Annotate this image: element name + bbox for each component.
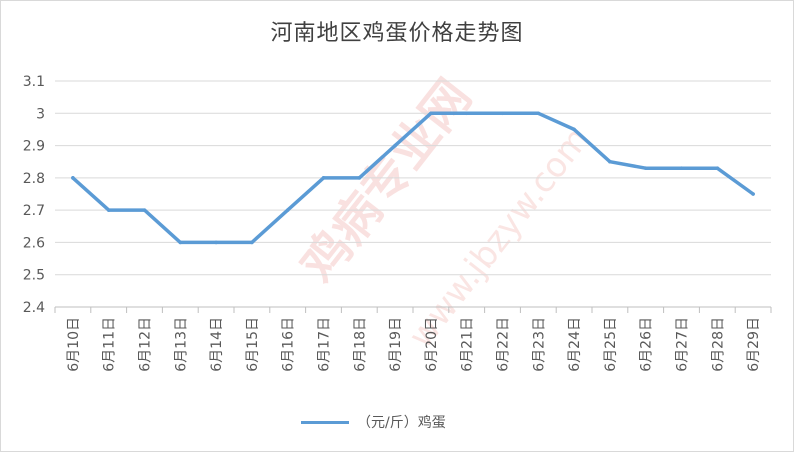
data-point (214, 240, 218, 245)
data-point (500, 111, 505, 116)
x-tick-label: 6月23日 (531, 317, 547, 372)
data-point (536, 111, 541, 116)
x-tick-label: 6月25日 (603, 317, 619, 372)
data-point (464, 111, 469, 116)
x-tick-label: 6月28日 (710, 317, 726, 372)
series-line (71, 111, 755, 245)
x-tick-label: 6月19日 (388, 317, 404, 372)
data-point (142, 208, 147, 212)
x-tick-label: 6月13日 (173, 317, 189, 372)
x-tick-label: 6月17日 (317, 317, 333, 372)
x-tick-label: 6月16日 (281, 317, 297, 372)
x-tick-label: 6月11日 (102, 317, 118, 372)
data-point (751, 192, 755, 196)
x-tick-label: 6月27日 (675, 317, 691, 372)
x-tick-label: 6月15日 (245, 317, 261, 372)
data-point (679, 166, 684, 170)
data-point (71, 176, 75, 180)
data-point (106, 208, 111, 212)
x-tick-label: 6月21日 (460, 317, 476, 372)
y-tick-label: 2.6 (23, 235, 45, 251)
x-tick-label: 6月20日 (424, 317, 440, 372)
data-point (393, 143, 397, 148)
y-tick-label: 2.8 (23, 171, 45, 187)
x-tick-label: 6月29日 (746, 317, 762, 372)
data-point (285, 208, 290, 212)
data-point (572, 127, 576, 132)
x-tick-label: 6月18日 (352, 317, 368, 372)
x-tick-label: 6月26日 (639, 317, 655, 372)
y-tick-label: 2.4 (23, 300, 45, 316)
x-tick-label: 6月12日 (138, 317, 154, 372)
x-tick-label: 6月14日 (209, 317, 225, 372)
y-tick-label: 2.5 (23, 268, 45, 284)
data-point (357, 176, 362, 180)
y-tick-label: 2.7 (23, 203, 45, 219)
y-tick-label: 2.9 (23, 139, 45, 155)
y-tick-label: 3 (36, 106, 45, 122)
data-point (250, 240, 254, 245)
data-point (429, 111, 433, 116)
data-point (643, 166, 648, 170)
x-tick-label: 6月22日 (496, 317, 512, 372)
legend: （元/斤）鸡蛋 (301, 411, 446, 433)
x-tick-label: 6月24日 (567, 317, 583, 372)
y-tick-label: 3.1 (23, 74, 45, 90)
chart-title: 河南地区鸡蛋价格走势图 (270, 21, 524, 46)
data-point (715, 166, 720, 170)
data-point (178, 240, 183, 245)
legend-swatch (301, 420, 349, 424)
data-point (608, 159, 612, 164)
data-point (321, 176, 326, 180)
x-tick-label: 6月10日 (66, 317, 82, 372)
legend-label: （元/斤）鸡蛋 (357, 415, 446, 431)
